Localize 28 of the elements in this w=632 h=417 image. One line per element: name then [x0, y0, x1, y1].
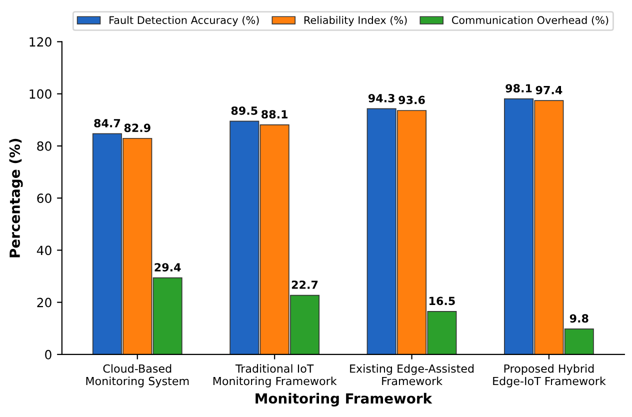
legend-label: Fault Detection Accuracy (%)	[110, 16, 259, 26]
data-label: 94.3	[368, 94, 394, 102]
x-tick-label: Existing Edge-Assisted Framework	[350, 364, 474, 386]
y-tick-label: 20	[37, 298, 52, 308]
y-tick-label: 100	[30, 89, 52, 99]
data-label: 93.6	[398, 96, 425, 104]
y-axis-title: Percentage (%)	[9, 138, 23, 258]
data-label: 98.1	[506, 84, 532, 92]
data-label: 88.1	[262, 110, 288, 119]
data-label: 22.7	[292, 280, 318, 289]
legend-label: Communication Overhead (%)	[452, 16, 608, 26]
y-tick-label: 120	[30, 37, 52, 47]
x-tick-label: Proposed Hybrid Edge-IoT Framework	[493, 364, 606, 388]
y-tick-label: 80	[37, 141, 52, 151]
y-tick-label: 40	[36, 246, 52, 256]
data-label: 89.5	[231, 106, 258, 115]
x-tick-label: Cloud-Based Monitoring System	[86, 364, 189, 388]
y-tick-label: 0	[45, 350, 52, 360]
data-label: 9.8	[570, 314, 588, 323]
data-label: 16.5	[430, 296, 455, 306]
data-label: 82.9	[124, 124, 150, 132]
data-label: 97.4	[536, 86, 562, 94]
y-tick-label: 60	[37, 194, 52, 203]
legend-label: Reliability Index (%)	[304, 16, 407, 26]
x-axis-title: Monitoring Framework	[256, 392, 432, 406]
data-label: 84.7	[94, 118, 120, 128]
data-label: 29.4	[154, 263, 181, 272]
x-tick-label: Traditional IoT Monitoring Framework	[213, 364, 337, 388]
